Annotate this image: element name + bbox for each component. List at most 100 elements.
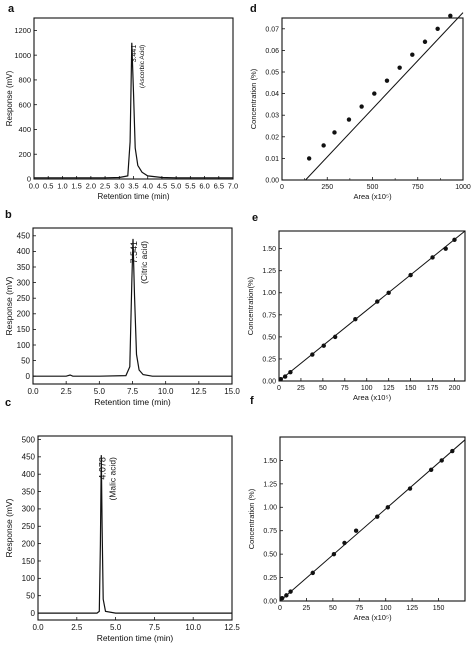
data-point bbox=[443, 246, 448, 251]
y-tick-label: 0.50 bbox=[263, 552, 277, 559]
data-point bbox=[375, 299, 380, 304]
x-tick-label: 2.5 bbox=[71, 623, 83, 632]
x-tick-label: 6.0 bbox=[199, 182, 209, 191]
y-tick-label: 450 bbox=[22, 453, 36, 462]
y-tick-label: 50 bbox=[26, 591, 35, 600]
y-tick-label: 0.00 bbox=[265, 177, 279, 184]
data-point bbox=[407, 486, 413, 491]
x-tick-label: 0.0 bbox=[32, 623, 44, 632]
data-point bbox=[353, 528, 359, 533]
y-tick-label: 0 bbox=[27, 175, 31, 184]
x-tick-label: 7.5 bbox=[149, 623, 161, 632]
y-axis-label: Response (mV) bbox=[5, 70, 14, 126]
fit-line bbox=[278, 230, 466, 382]
y-tick-label: 300 bbox=[17, 278, 31, 287]
data-point bbox=[321, 343, 326, 348]
y-axis-label: Concentration(%) bbox=[246, 276, 255, 335]
x-tick-label: 10.0 bbox=[185, 623, 201, 632]
x-tick-label: 12.5 bbox=[224, 623, 240, 632]
data-point bbox=[306, 156, 312, 161]
fit-line bbox=[279, 439, 466, 602]
panel-d: d 0 250 500 750 1000 0.00 0.01 0.02 0.03 0.04 0.05 0… bbox=[249, 3, 471, 201]
x-tick-label: 0.0 bbox=[27, 387, 39, 396]
data-point bbox=[422, 39, 428, 44]
data-point bbox=[282, 374, 288, 379]
x-tick-label: 3.0 bbox=[114, 182, 124, 191]
x-axis-label: Retention time (min) bbox=[94, 397, 171, 407]
y-tick-label: 250 bbox=[22, 522, 36, 531]
y-tick-label: 1.00 bbox=[262, 290, 276, 297]
x-tick-label: 5.0 bbox=[110, 623, 122, 632]
data-point bbox=[288, 369, 293, 375]
x-tick-label: 0.5 bbox=[43, 182, 53, 191]
data-point bbox=[430, 255, 435, 260]
x-tick-label: 100 bbox=[361, 385, 373, 392]
y-tick-label: 1.25 bbox=[262, 268, 276, 275]
y-tick-label: 450 bbox=[17, 232, 31, 241]
y-tick-label: 0.25 bbox=[262, 356, 276, 363]
x-tick-label: 1.0 bbox=[57, 182, 67, 191]
peak-name-label: (Ascorbic Acid) bbox=[139, 45, 146, 88]
x-tick-label: 50 bbox=[319, 385, 327, 392]
y-tick-label: 1.50 bbox=[263, 458, 277, 465]
data-point bbox=[385, 505, 391, 510]
fit-line bbox=[305, 12, 464, 181]
y-tick-label: 350 bbox=[22, 487, 36, 496]
x-tick-label: 0 bbox=[280, 184, 284, 191]
x-tick-label: 175 bbox=[427, 385, 439, 392]
x-tick-label: 7.5 bbox=[127, 387, 139, 396]
x-tick-label: 15.0 bbox=[224, 387, 240, 396]
chromatogram-trace bbox=[38, 455, 232, 614]
y-tick-label: 250 bbox=[17, 294, 31, 303]
data-point bbox=[332, 334, 338, 340]
data-point bbox=[342, 540, 347, 546]
y-tick-label: 0.05 bbox=[265, 69, 279, 76]
peak-time-label: 3.441 bbox=[131, 45, 138, 63]
y-tick-label: 200 bbox=[18, 150, 31, 159]
y-tick-label: 400 bbox=[22, 470, 36, 479]
y-axis-label: Response (mV) bbox=[4, 498, 14, 557]
y-tick-label: 0.02 bbox=[265, 134, 279, 141]
data-point bbox=[448, 13, 453, 19]
data-point bbox=[310, 352, 315, 357]
data-point bbox=[386, 290, 391, 295]
data-point bbox=[278, 377, 283, 382]
panel-e: e 0 25 50 75 100 125 150 175 200 0.00 0.25 0.50 0.75 1… bbox=[246, 212, 466, 402]
y-tick-label: 500 bbox=[22, 435, 36, 444]
data-point bbox=[359, 104, 364, 109]
y-tick-label: 0.04 bbox=[265, 91, 279, 98]
x-axis-label: Retention time (min) bbox=[97, 633, 174, 643]
chromatogram-trace bbox=[33, 238, 232, 377]
y-tick-label: 300 bbox=[22, 505, 36, 514]
y-tick-label: 400 bbox=[18, 125, 31, 134]
x-tick-label: 125 bbox=[383, 385, 395, 392]
y-tick-label: 0.75 bbox=[262, 312, 276, 319]
x-tick-label: 125 bbox=[406, 605, 418, 612]
data-point bbox=[284, 593, 289, 598]
data-point bbox=[331, 551, 337, 557]
x-tick-label: 10.0 bbox=[158, 387, 174, 396]
y-axis-label: Concentration (%) bbox=[249, 68, 258, 129]
x-tick-label: 50 bbox=[329, 605, 337, 612]
x-tick-label: 0.0 bbox=[29, 182, 39, 191]
x-tick-label: 6.5 bbox=[214, 182, 224, 191]
y-tick-label: 150 bbox=[22, 557, 36, 566]
x-tick-label: 12.5 bbox=[191, 387, 207, 396]
chromatogram-trace bbox=[34, 42, 233, 179]
panel-f: f 0 25 50 75 100 125 150 0.00 0.25 0.50 0.75 1.00 1.2… bbox=[247, 395, 466, 622]
panel-letter: a bbox=[8, 3, 15, 15]
x-tick-label: 2.5 bbox=[100, 182, 110, 191]
data-point bbox=[397, 65, 402, 70]
x-axis-label: Area (x10⁵) bbox=[353, 393, 392, 402]
data-point bbox=[321, 143, 326, 148]
panel-letter: e bbox=[252, 212, 258, 224]
data-point bbox=[435, 26, 440, 31]
x-tick-label: 25 bbox=[297, 385, 305, 392]
plot-frame bbox=[37, 435, 233, 621]
peak-name-label: (Malic acid) bbox=[107, 457, 117, 501]
x-tick-label: 3.5 bbox=[128, 182, 138, 191]
y-tick-label: 0.07 bbox=[265, 26, 279, 33]
x-tick-label: 5.0 bbox=[171, 182, 181, 191]
y-tick-label: 0.06 bbox=[265, 48, 279, 55]
